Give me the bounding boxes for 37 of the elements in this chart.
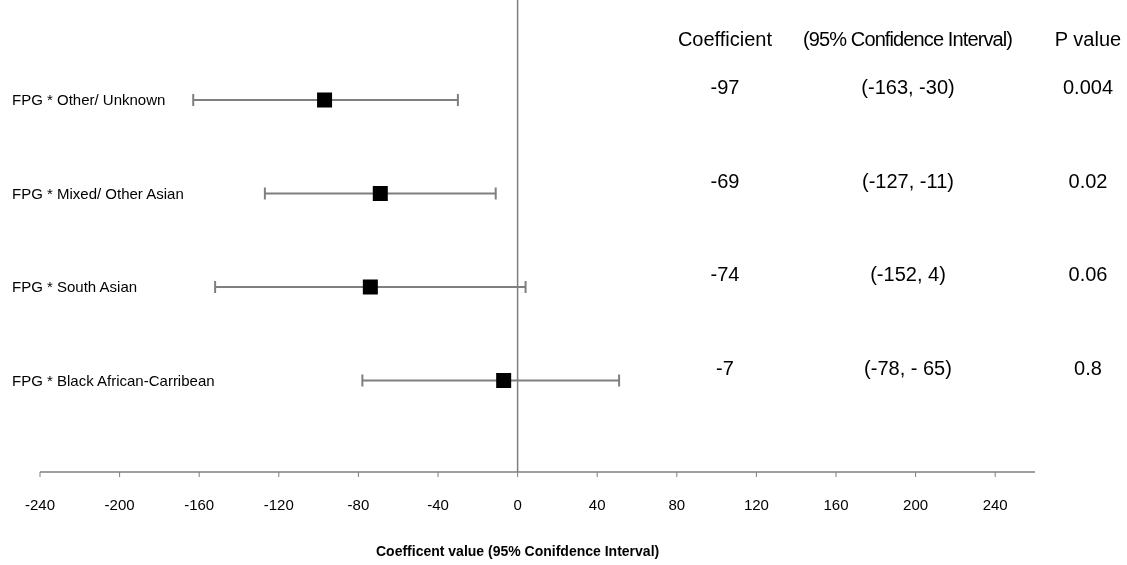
annotation: -69: [710, 169, 740, 192]
point: [317, 92, 333, 108]
annotation: (95% Confidence Interval): [803, 28, 1013, 50]
text: P value: [1054, 28, 1122, 50]
text: 0.004: [1062, 76, 1114, 98]
annotation: (-152, 4): [870, 263, 946, 285]
point: [496, 373, 512, 388]
x-tick-label: 160: [823, 496, 849, 513]
x-tick-label: -160: [184, 496, 215, 513]
y-tick-label: FPG * South Asian: [12, 278, 138, 295]
point: [372, 186, 388, 201]
x-tick-label: -120: [263, 496, 294, 513]
annotation: (-78, - 65): [864, 356, 952, 379]
x-tick-label: 40: [588, 496, 606, 513]
text: 0.02: [1068, 169, 1108, 192]
x-tick-label: 0: [513, 496, 522, 513]
annotation: -7: [716, 356, 734, 379]
annotation: Coefficient: [677, 28, 773, 50]
annotation: (-127, -11): [862, 169, 954, 192]
point: [362, 279, 378, 295]
annotation: -74: [710, 263, 740, 285]
x-tick-label: -80: [347, 496, 370, 513]
text: 0.8: [1074, 356, 1102, 379]
text: 0.06: [1068, 263, 1108, 285]
x-axis-title: Coefficent value (95% Conifdence Interval): [376, 543, 660, 559]
annotation: (-163, -30): [861, 76, 955, 98]
x-tick-label: 200: [903, 496, 929, 513]
x-tick-label: 120: [743, 496, 769, 513]
y-tick-label: FPG * Mixed/ Other Asian: [12, 184, 184, 202]
x-tick-label: 80: [668, 496, 686, 513]
x-tick-label: 240: [982, 496, 1008, 513]
x-tick-label: -200: [104, 496, 135, 513]
y-tick-label: FPG * Other/ Unknown: [12, 91, 166, 108]
x-tick-label: -240: [24, 496, 56, 513]
x-tick-label: -40: [427, 496, 449, 513]
annotation: -97: [710, 76, 740, 98]
y-tick-label: FPG * Black African-Carribean: [12, 371, 215, 389]
